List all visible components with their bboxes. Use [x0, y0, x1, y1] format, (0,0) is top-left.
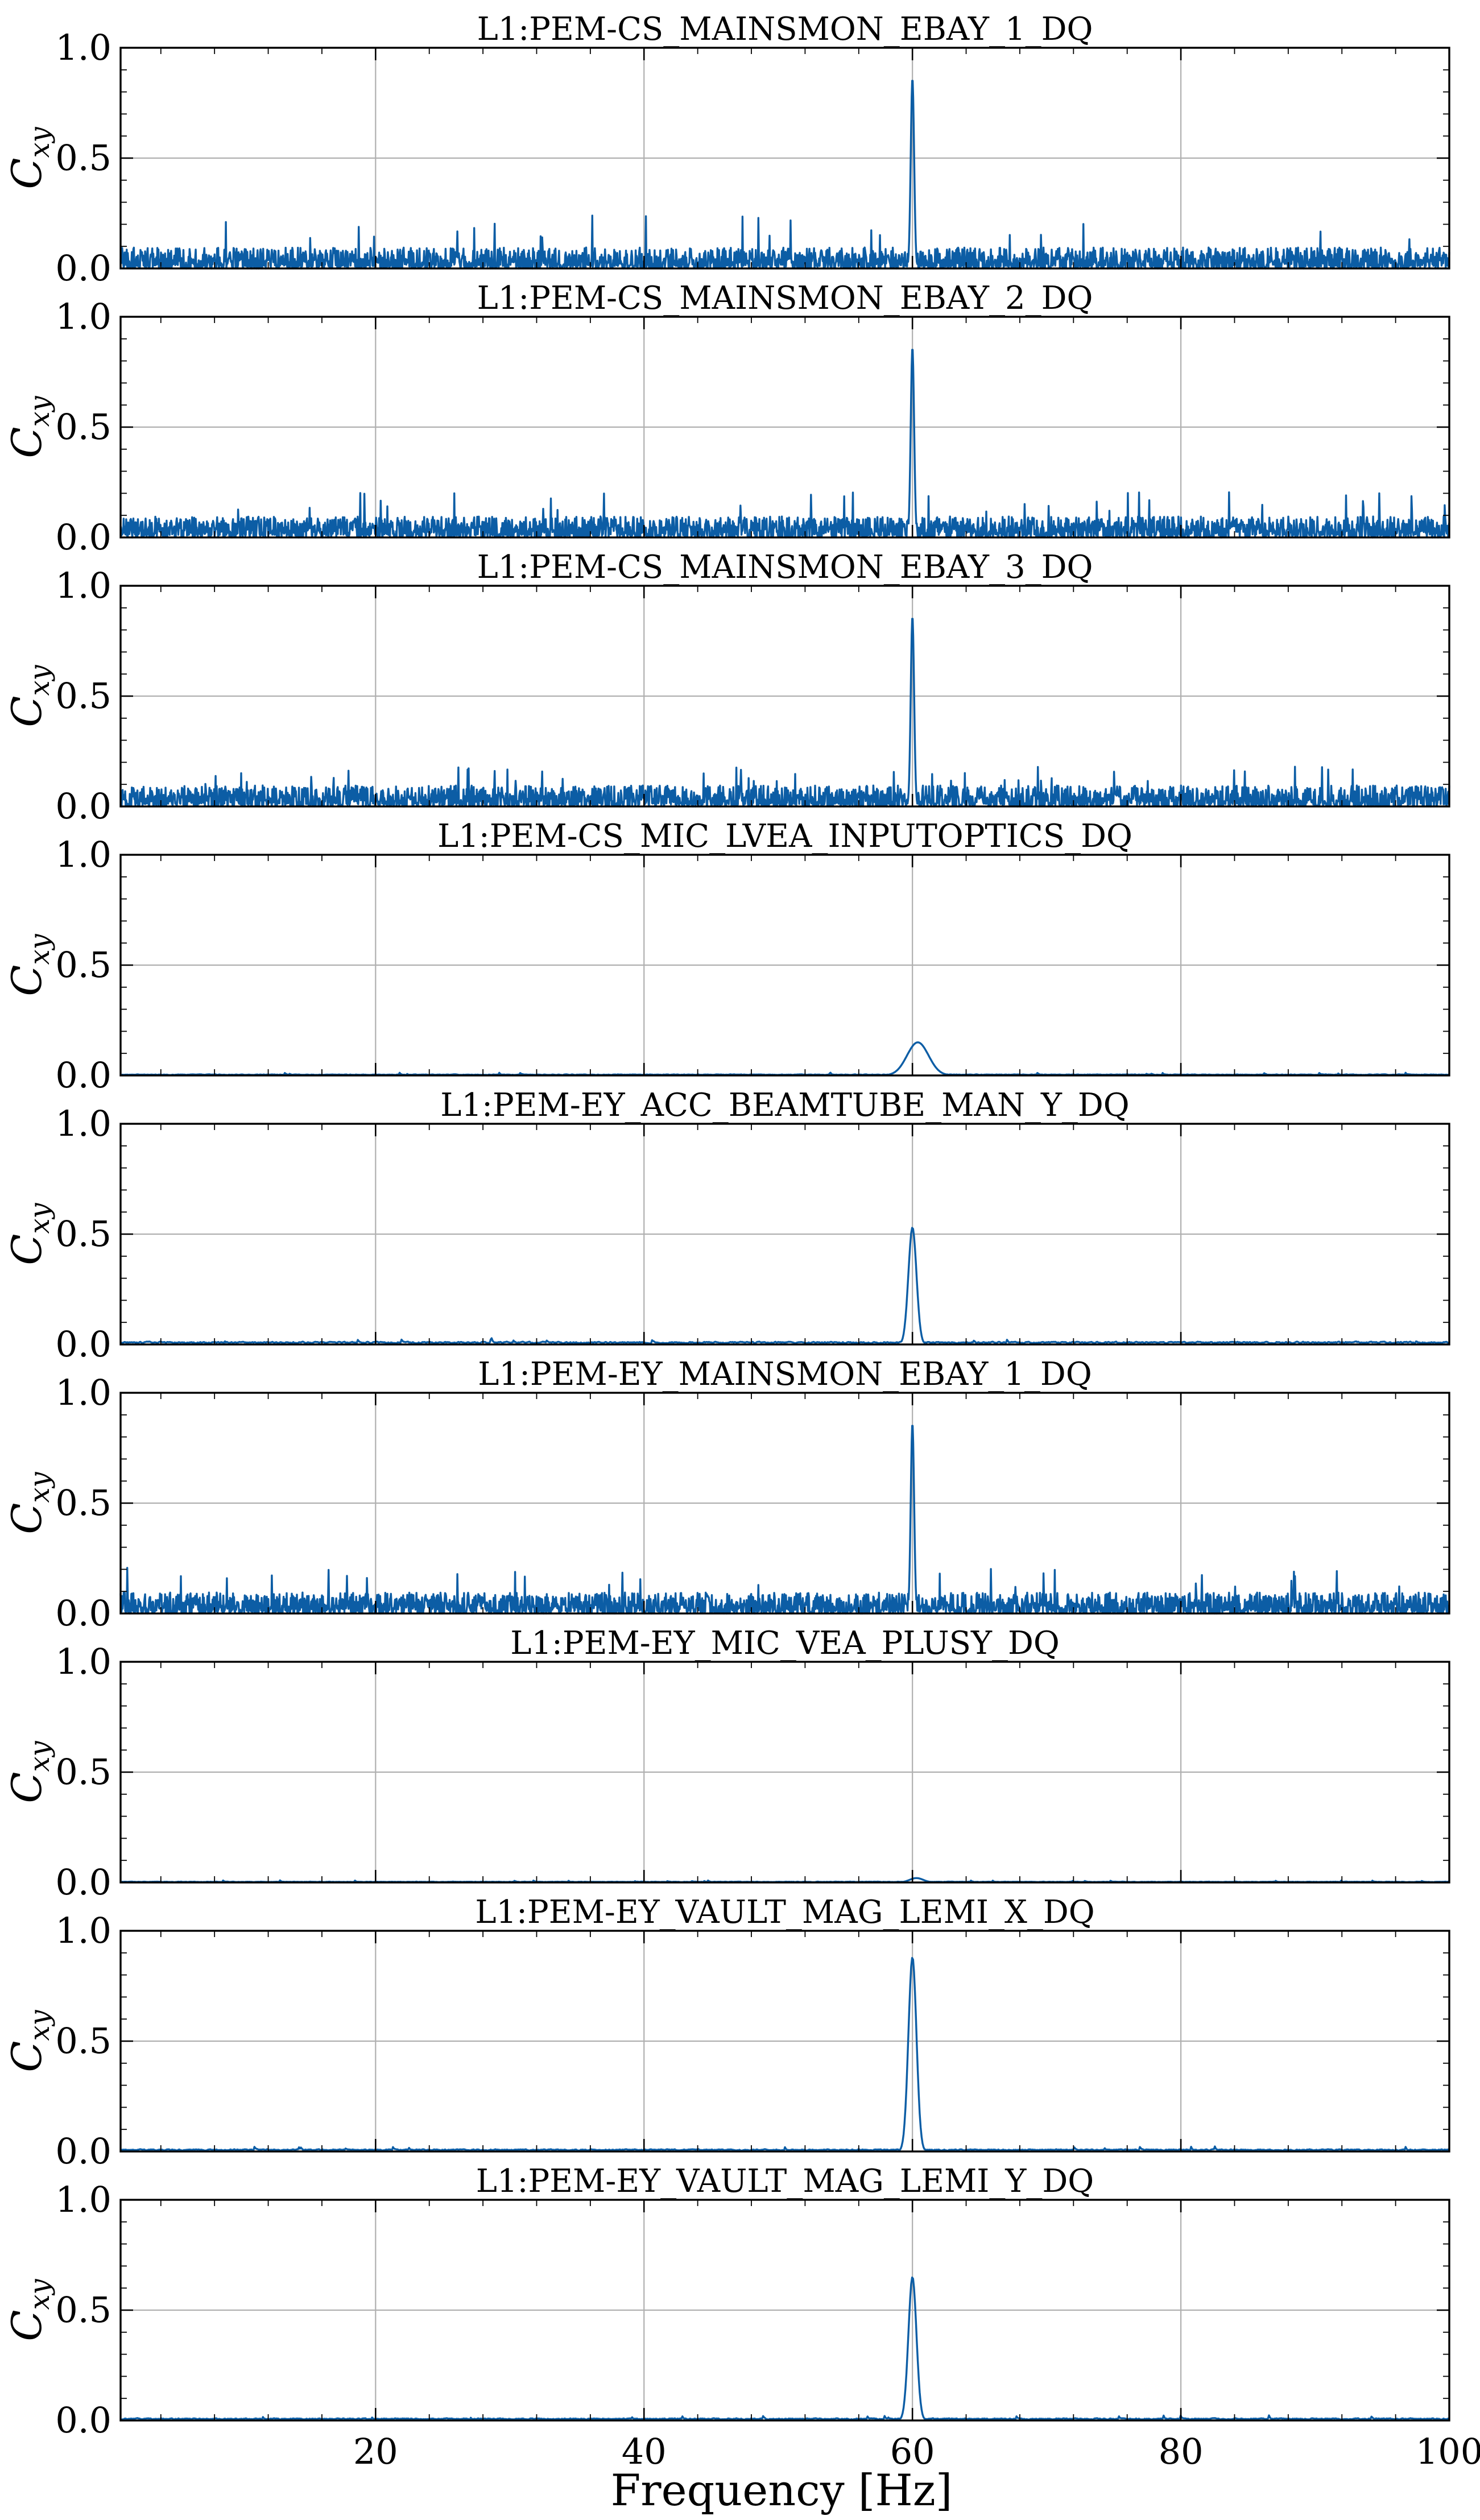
y-tick-label: 1.0: [55, 1641, 111, 1682]
y-tick-label: 0.5: [55, 675, 111, 717]
y-tick-label: 1.0: [55, 1910, 111, 1951]
coherence-line: [119, 1425, 1450, 1615]
y-tick-label: 1.0: [55, 834, 111, 875]
y-tick-label: 0.0: [55, 785, 111, 827]
coherence-line: [120, 2276, 1450, 2421]
y-tick-label: 1.0: [55, 1372, 111, 1413]
coherence-line: [120, 1227, 1450, 1344]
subplot-4: L1:PEM-CS_MIC_LVEA_INPUTOPTICS_DQ 0.0 0.5 1…: [3, 818, 1450, 1096]
subplot-title: L1:PEM-CS_MAINSMON_EBAY_2_DQ: [477, 280, 1093, 317]
y-tick-label: 0.0: [55, 2399, 111, 2441]
subplot-stack: L1:PEM-CS_MAINSMON_EBAY_1_DQ 0.0 0.5 1.0 Cxy…: [3, 11, 1480, 2472]
y-axis-label: Cxy: [3, 1740, 56, 1803]
subplot-1: L1:PEM-CS_MAINSMON_EBAY_1_DQ 0.0 0.5 1.0 Cxy: [3, 11, 1450, 289]
subplot-6: L1:PEM-EY_MAINSMON_EBAY_1_DQ 0.0 0.5 1.0 Cxy: [3, 1356, 1450, 1634]
subplot-title: L1:PEM-EY_MIC_VEA_PLUSY_DQ: [510, 1625, 1060, 1662]
subplot-title: L1:PEM-EY_MAINSMON_EBAY_1_DQ: [478, 1356, 1092, 1393]
coherence-line: [119, 1956, 1450, 2152]
subplot-3: L1:PEM-CS_MAINSMON_EBAY_3_DQ 0.0 0.5 1.0 Cxy: [3, 549, 1450, 827]
y-tick-label: 0.0: [55, 1054, 111, 1096]
y-tick-label: 0.5: [55, 406, 111, 448]
x-tick-label: 40: [622, 2431, 667, 2472]
y-tick-label: 0.5: [55, 1213, 111, 1255]
subplot-title: L1:PEM-CS_MAINSMON_EBAY_3_DQ: [477, 549, 1093, 586]
y-tick-label: 0.5: [55, 137, 111, 179]
y-tick-label: 0.0: [55, 1592, 111, 1634]
y-axis-label: Cxy: [3, 1202, 56, 1265]
coherence-line: [119, 349, 1450, 539]
y-tick-label: 0.5: [55, 1751, 111, 1793]
x-tick-label: 80: [1159, 2431, 1204, 2472]
y-axis-label: Cxy: [3, 2278, 56, 2341]
y-axis-label: Cxy: [3, 664, 56, 727]
x-tick-label: 100: [1416, 2431, 1480, 2472]
subplot-title: L1:PEM-CS_MIC_LVEA_INPUTOPTICS_DQ: [437, 818, 1132, 855]
y-tick-label: 1.0: [55, 296, 111, 337]
subplot-8: L1:PEM-EY_VAULT_MAG_LEMI_X_DQ 0.0 0.5 1.0 Cx…: [3, 1894, 1450, 2172]
x-tick-label: 20: [353, 2431, 398, 2472]
subplot-title: L1:PEM-EY_VAULT_MAG_LEMI_Y_DQ: [476, 2163, 1094, 2200]
y-tick-label: 0.5: [55, 1482, 111, 1524]
y-tick-label: 1.0: [55, 1103, 111, 1144]
y-tick-label: 0.0: [55, 516, 111, 558]
subplot-7: L1:PEM-EY_MIC_VEA_PLUSY_DQ 0.0 0.5 1.0 Cxy: [3, 1625, 1450, 1903]
y-tick-label: 0.5: [55, 2020, 111, 2062]
subplot-title: L1:PEM-EY_VAULT_MAG_LEMI_X_DQ: [475, 1894, 1094, 1931]
y-tick-label: 0.0: [55, 1323, 111, 1365]
y-tick-label: 0.5: [55, 944, 111, 986]
y-axis-label: Cxy: [3, 126, 56, 189]
coherence-line: [119, 80, 1450, 270]
x-axis-label: Frequency [Hz]: [611, 2465, 953, 2515]
y-tick-label: 0.0: [55, 2130, 111, 2172]
y-axis-label: Cxy: [3, 1471, 56, 1534]
y-tick-label: 1.0: [55, 27, 111, 68]
y-tick-label: 1.0: [55, 565, 111, 606]
y-axis-label: Cxy: [3, 395, 56, 458]
subplot-title: L1:PEM-CS_MAINSMON_EBAY_1_DQ: [477, 11, 1093, 48]
subplot-2: L1:PEM-CS_MAINSMON_EBAY_2_DQ 0.0 0.5 1.0 Cxy: [3, 280, 1450, 558]
coherence-line: [119, 618, 1450, 808]
subplot-9: L1:PEM-EY_VAULT_MAG_LEMI_Y_DQ 0.0 0.5 1.0 Cx…: [3, 2163, 1480, 2472]
y-axis-label: Cxy: [3, 933, 56, 996]
y-tick-label: 0.0: [55, 1861, 111, 1903]
subplot-title: L1:PEM-EY_ACC_BEAMTUBE_MAN_Y_DQ: [440, 1087, 1129, 1124]
y-tick-label: 0.0: [55, 247, 111, 289]
y-tick-label: 1.0: [55, 2179, 111, 2220]
subplot-5: L1:PEM-EY_ACC_BEAMTUBE_MAN_Y_DQ 0.0 0.5 1.0…: [3, 1087, 1450, 1365]
x-tick-label: 60: [890, 2431, 935, 2472]
y-axis-label: Cxy: [3, 2009, 56, 2072]
y-tick-label: 0.5: [55, 2289, 111, 2331]
coherence-line: [120, 1041, 1450, 1077]
